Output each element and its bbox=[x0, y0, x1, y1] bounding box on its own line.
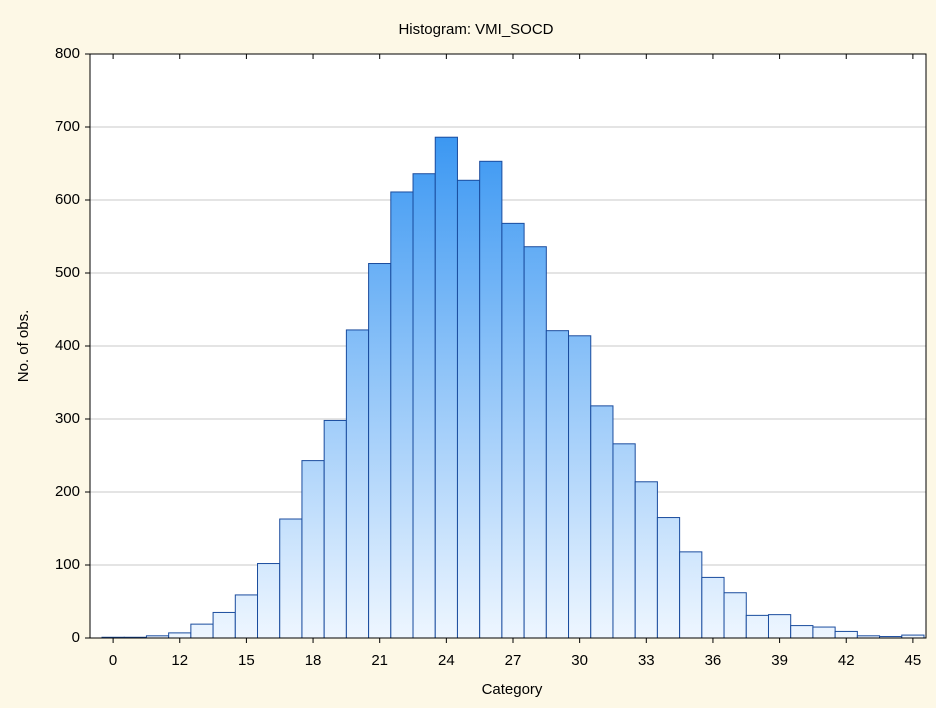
y-tick-label: 700 bbox=[55, 118, 80, 135]
bar bbox=[456, 179, 481, 639]
x-tick-label: 33 bbox=[638, 652, 655, 669]
x-tick-label: 42 bbox=[838, 652, 855, 669]
y-tick-label: 0 bbox=[72, 629, 80, 646]
bar bbox=[590, 405, 614, 639]
bar bbox=[545, 330, 570, 639]
x-tick-label: 24 bbox=[438, 652, 455, 669]
bar bbox=[412, 173, 436, 639]
y-tick-label: 800 bbox=[55, 45, 80, 62]
x-tick-label: 30 bbox=[571, 652, 588, 669]
y-tick-label: 600 bbox=[55, 191, 80, 208]
chart-title: Histogram: VMI_SOCD bbox=[398, 21, 553, 38]
y-tick-label: 200 bbox=[55, 483, 80, 500]
bar bbox=[656, 517, 681, 639]
bar bbox=[368, 263, 392, 639]
x-tick-label: 21 bbox=[371, 652, 388, 669]
bar bbox=[834, 630, 858, 639]
bar bbox=[257, 563, 281, 639]
x-tick-label: 18 bbox=[305, 652, 322, 669]
y-tick-label: 100 bbox=[55, 556, 80, 573]
bar bbox=[501, 222, 525, 639]
plot-frame bbox=[89, 53, 927, 639]
bar bbox=[790, 625, 814, 639]
bar bbox=[723, 592, 747, 639]
x-tick-label: 39 bbox=[771, 652, 788, 669]
bar bbox=[301, 460, 325, 639]
x-tick-label: 0 bbox=[109, 652, 117, 669]
y-tick-label: 400 bbox=[55, 337, 80, 354]
x-tick-label: 27 bbox=[505, 652, 522, 669]
bar bbox=[390, 191, 414, 639]
bar bbox=[234, 594, 259, 639]
x-tick-label: 36 bbox=[705, 652, 722, 669]
y-axis-title: No. of obs. bbox=[15, 310, 32, 383]
bar bbox=[523, 246, 547, 639]
bar bbox=[568, 335, 592, 639]
y-tick-label: 300 bbox=[55, 410, 80, 427]
bar bbox=[612, 443, 636, 639]
bar bbox=[679, 551, 703, 639]
bar bbox=[634, 481, 658, 639]
bar bbox=[701, 576, 725, 639]
bar bbox=[190, 623, 214, 639]
x-tick-label: 45 bbox=[905, 652, 922, 669]
bar bbox=[812, 626, 836, 639]
x-tick-label: 15 bbox=[238, 652, 255, 669]
bar bbox=[168, 632, 192, 639]
bar bbox=[345, 329, 370, 639]
x-tick-label: 12 bbox=[171, 652, 188, 669]
bar bbox=[479, 160, 503, 639]
x-axis-title: Category bbox=[482, 681, 543, 698]
bar bbox=[212, 611, 236, 639]
y-tick-label: 500 bbox=[55, 264, 80, 281]
bar bbox=[767, 614, 792, 639]
bar bbox=[745, 614, 769, 639]
bar bbox=[279, 518, 303, 639]
bar bbox=[434, 136, 458, 639]
bar bbox=[323, 419, 347, 639]
